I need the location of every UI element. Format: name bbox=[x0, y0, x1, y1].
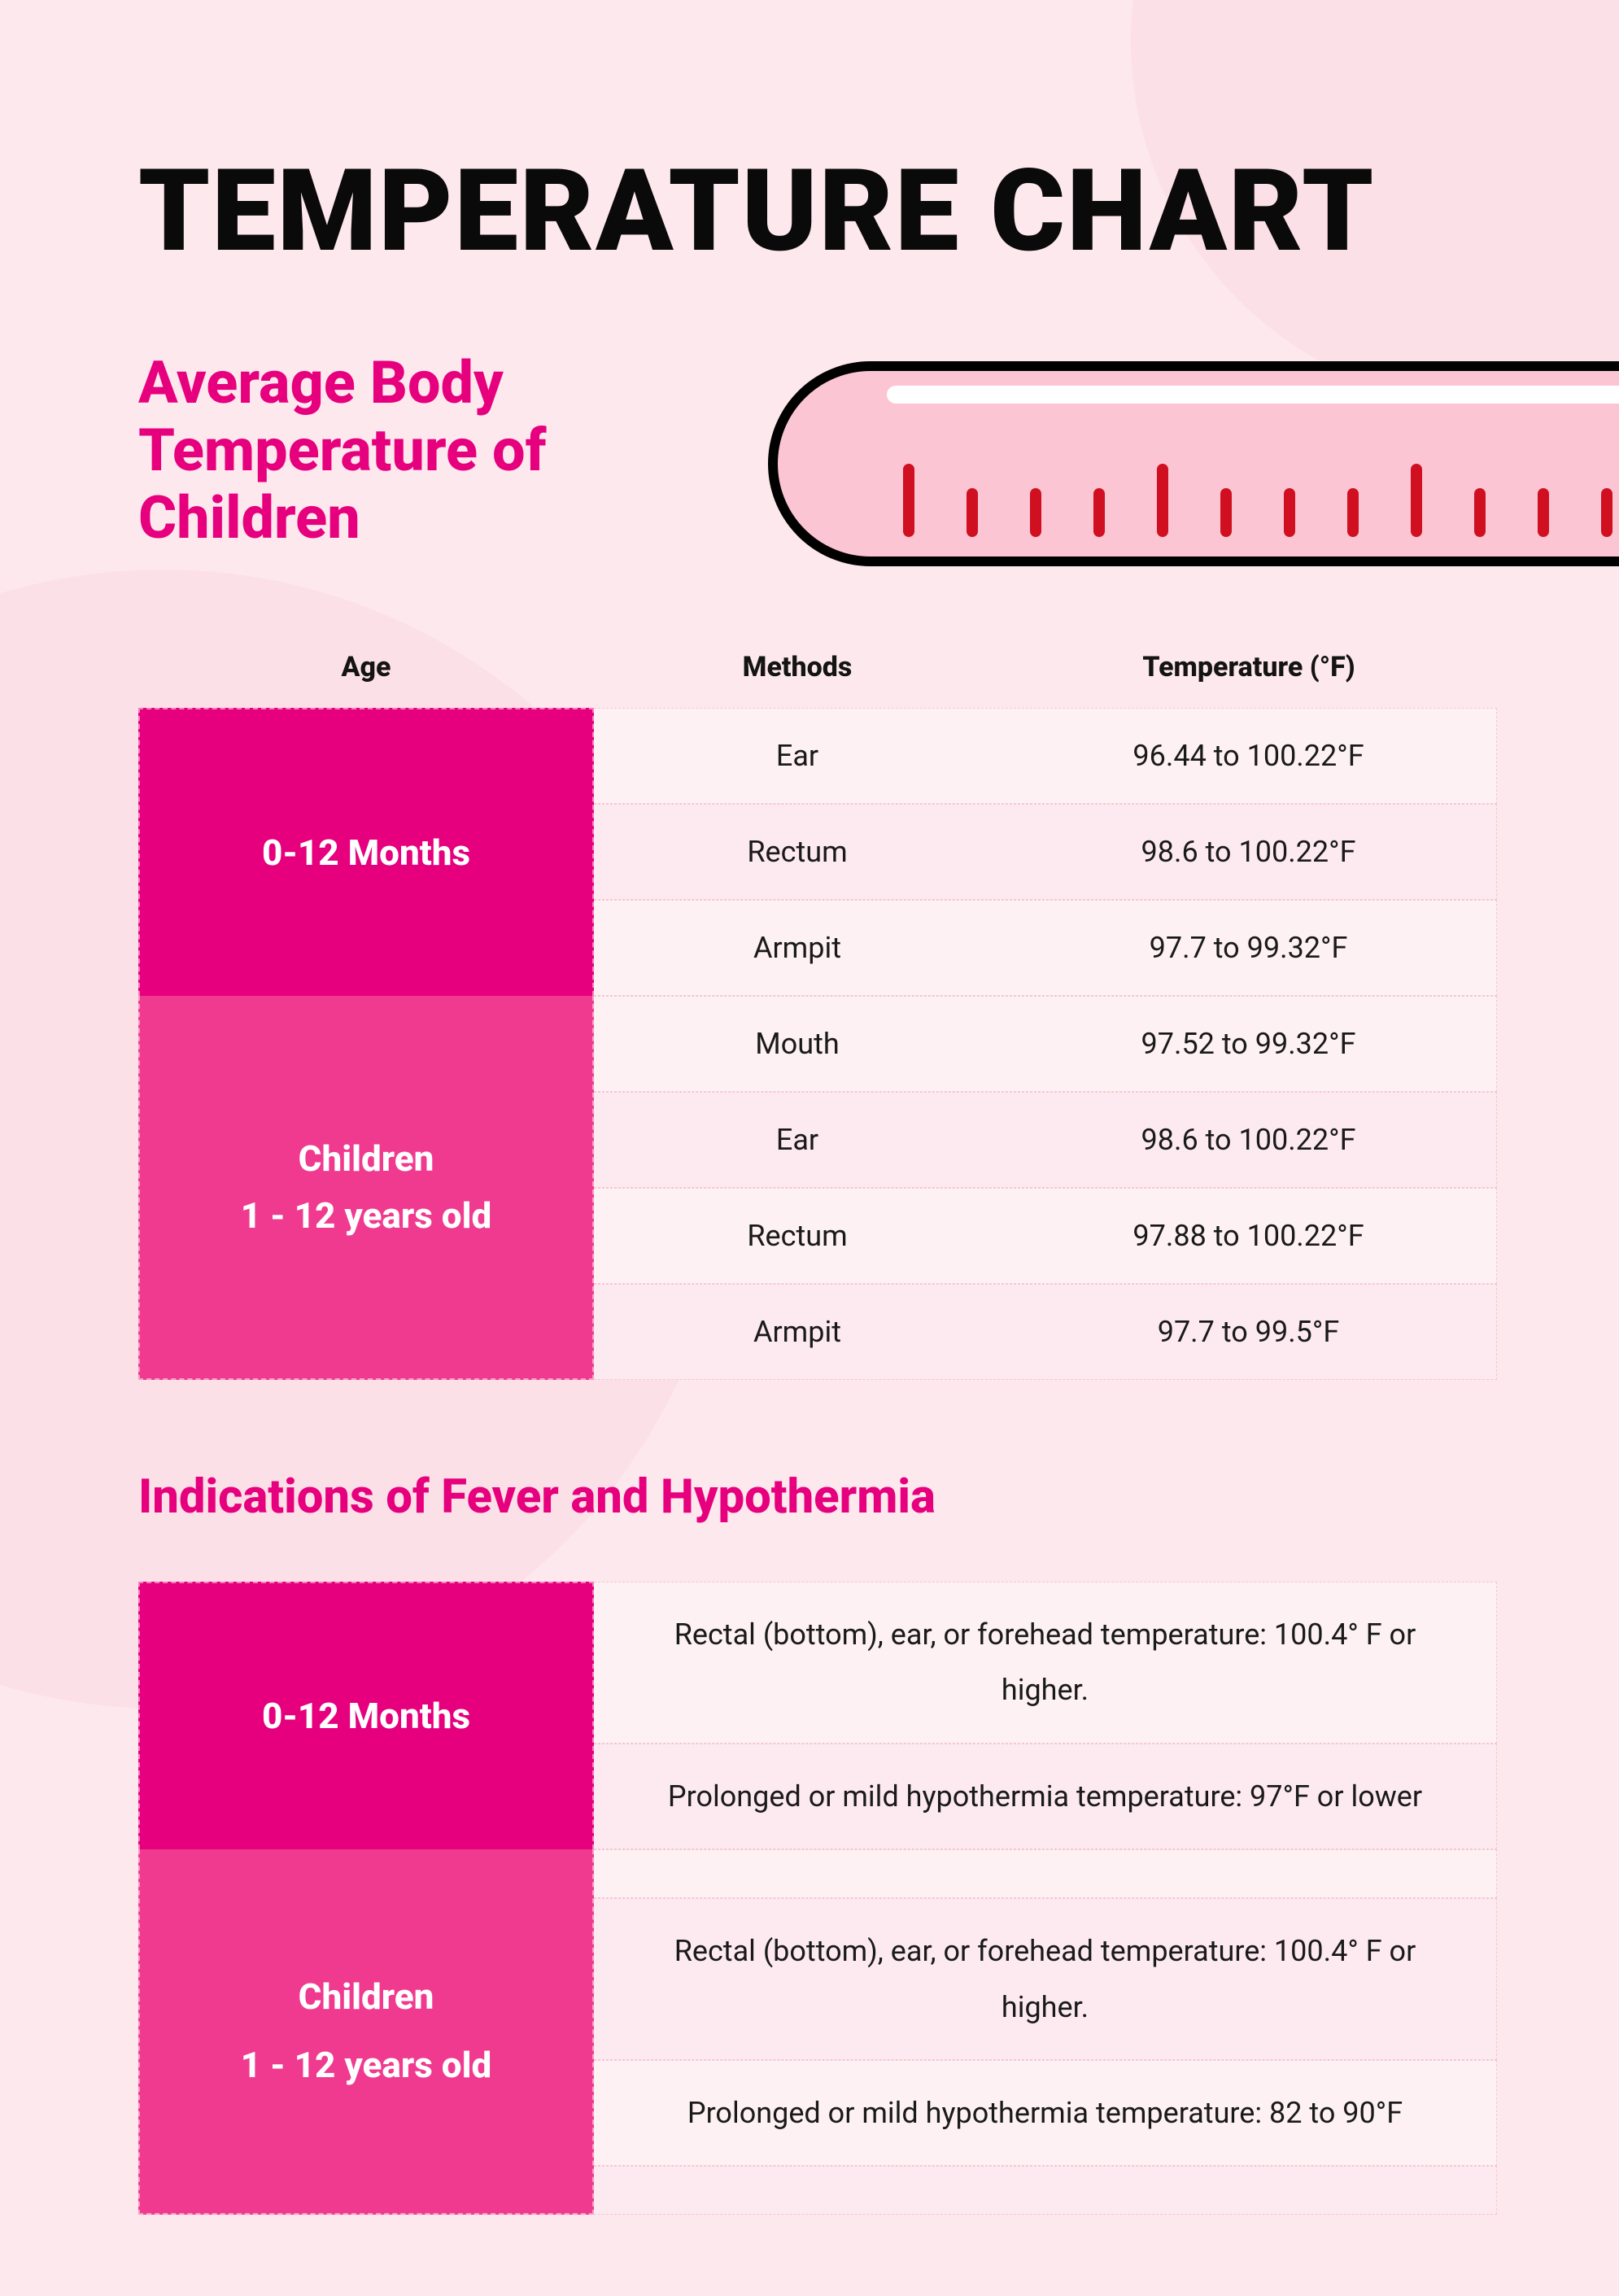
method-rows: Ear 96.44 to 100.22°F Rectum 98.6 to 100… bbox=[594, 708, 1497, 996]
cell-method: Ear bbox=[594, 739, 1001, 773]
cell-method: Rectum bbox=[594, 1219, 1001, 1253]
age-label-line2: 1 - 12 years old bbox=[241, 1187, 491, 1244]
indications-title: Indications of Fever and Hypothermia bbox=[138, 1469, 1497, 1525]
cell-temp: 97.7 to 99.5°F bbox=[1001, 1315, 1496, 1349]
subtitle: Average Body Temperature of Children bbox=[138, 350, 724, 552]
age-group-0-12m: 0-12 Months Rectal (bottom), ear, or for… bbox=[138, 1582, 1497, 1849]
spacer-row bbox=[594, 2166, 1497, 2215]
age-label: Children 1 - 12 years old bbox=[138, 1849, 594, 2215]
table-row: Armpit 97.7 to 99.5°F bbox=[594, 1284, 1497, 1380]
cell-method: Armpit bbox=[594, 931, 1001, 965]
indication-cell: Rectal (bottom), ear, or forehead temper… bbox=[594, 1582, 1497, 1744]
indication-cell: Rectal (bottom), ear, or forehead temper… bbox=[594, 1898, 1497, 2060]
thermometer-icon bbox=[757, 350, 1619, 578]
age-group-1-12y: Children 1 - 12 years old Mouth 97.52 to… bbox=[138, 996, 1497, 1380]
table-row: Rectum 97.88 to 100.22°F bbox=[594, 1188, 1497, 1284]
cell-temp: 97.52 to 99.32°F bbox=[1001, 1027, 1496, 1061]
table-row: Rectum 98.6 to 100.22°F bbox=[594, 804, 1497, 900]
table-row: Ear 98.6 to 100.22°F bbox=[594, 1092, 1497, 1188]
age-label: 0-12 Months bbox=[138, 1582, 594, 1849]
thermometer-graphic bbox=[757, 350, 1497, 578]
col-header-methods: Methods bbox=[594, 651, 1001, 683]
table-row: Armpit 97.7 to 99.32°F bbox=[594, 900, 1497, 996]
spacer-row bbox=[594, 1849, 1497, 1898]
age-label: 0-12 Months bbox=[138, 708, 594, 996]
col-header-age: Age bbox=[138, 651, 594, 683]
age-label-line1: Children bbox=[299, 1130, 434, 1187]
age-label-line1: Children bbox=[299, 1963, 434, 2032]
indications-table: 0-12 Months Rectal (bottom), ear, or for… bbox=[138, 1582, 1497, 2215]
table-header-row: Age Methods Temperature (°F) bbox=[138, 651, 1497, 708]
cell-method: Armpit bbox=[594, 1315, 1001, 1349]
avg-temp-table: Age Methods Temperature (°F) 0-12 Months… bbox=[138, 651, 1497, 1380]
page-title: TEMPERATURE CHART bbox=[138, 155, 1497, 268]
table-row: Ear 96.44 to 100.22°F bbox=[594, 708, 1497, 804]
table-body: 0-12 Months Ear 96.44 to 100.22°F Rectum… bbox=[138, 708, 1497, 1380]
cell-method: Rectum bbox=[594, 835, 1001, 869]
table-row: Mouth 97.52 to 99.32°F bbox=[594, 996, 1497, 1092]
page: TEMPERATURE CHART Average Body Temperatu… bbox=[0, 0, 1619, 2296]
age-label-text: 0-12 Months bbox=[262, 824, 470, 881]
indication-rows: Rectal (bottom), ear, or forehead temper… bbox=[594, 1849, 1497, 2215]
cell-temp: 97.88 to 100.22°F bbox=[1001, 1219, 1496, 1253]
cell-temp: 98.6 to 100.22°F bbox=[1001, 835, 1496, 869]
col-header-temperature: Temperature (°F) bbox=[1001, 651, 1497, 683]
age-label: Children 1 - 12 years old bbox=[138, 996, 594, 1380]
cell-temp: 97.7 to 99.32°F bbox=[1001, 931, 1496, 965]
indication-cell: Prolonged or mild hypothermia temperatur… bbox=[594, 2060, 1497, 2166]
age-group-0-12m: 0-12 Months Ear 96.44 to 100.22°F Rectum… bbox=[138, 708, 1497, 996]
cell-temp: 96.44 to 100.22°F bbox=[1001, 739, 1496, 773]
header-row: Average Body Temperature of Children bbox=[138, 350, 1497, 578]
cell-temp: 98.6 to 100.22°F bbox=[1001, 1123, 1496, 1157]
indication-cell: Prolonged or mild hypothermia temperatur… bbox=[594, 1744, 1497, 1849]
age-group-1-12y: Children 1 - 12 years old Rectal (bottom… bbox=[138, 1849, 1497, 2215]
cell-method: Ear bbox=[594, 1123, 1001, 1157]
indication-rows: Rectal (bottom), ear, or forehead temper… bbox=[594, 1582, 1497, 1849]
age-label-text: 0-12 Months bbox=[262, 1683, 470, 1751]
method-rows: Mouth 97.52 to 99.32°F Ear 98.6 to 100.2… bbox=[594, 996, 1497, 1380]
cell-method: Mouth bbox=[594, 1027, 1001, 1061]
age-label-line2: 1 - 12 years old bbox=[241, 2032, 491, 2100]
